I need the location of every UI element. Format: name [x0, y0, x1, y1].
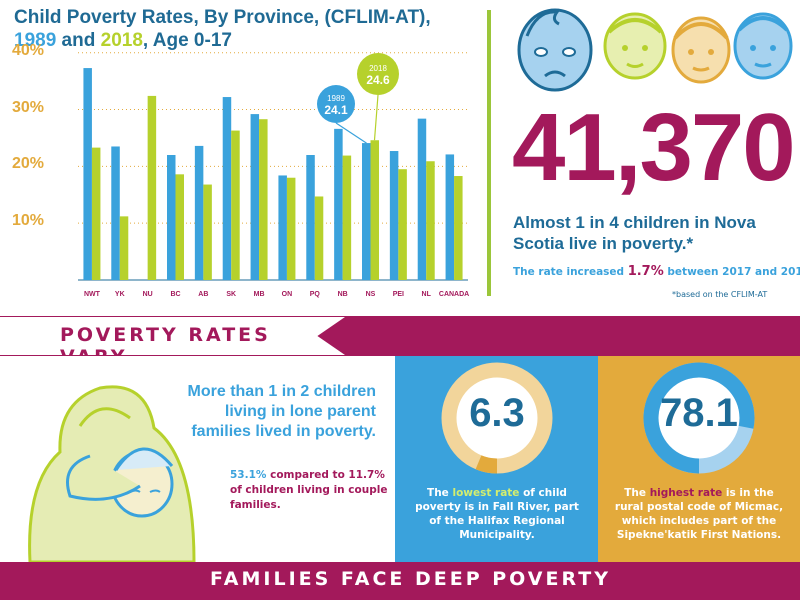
- bar-1989-bc: [167, 155, 176, 280]
- bar-2018-bc: [175, 174, 184, 280]
- highest-rate-panel: 78.1 The highest rate is in the rural po…: [598, 356, 800, 562]
- lowest-rate-arc: [475, 455, 498, 474]
- bar-1989-nwt: [83, 68, 92, 281]
- divider: [487, 10, 491, 296]
- rate-note: The rate increased 1.7% between 2017 and…: [513, 264, 800, 279]
- x-tick-label: BC: [170, 291, 180, 298]
- bar-1989-yk: [111, 146, 120, 280]
- chart-title-year-1989: 1989: [14, 30, 57, 51]
- child-face-icon-2: [603, 12, 667, 80]
- annotation-value: 24.6: [366, 73, 390, 87]
- chart-title-main: Child Poverty Rates, By Province, (CFLIM…: [14, 7, 431, 28]
- lowest-rate-text: The lowest rate of child poverty is in F…: [411, 486, 583, 542]
- lowest-rate-donut: [441, 362, 553, 474]
- chart-title-year-2018: 2018: [100, 30, 143, 51]
- bar-1989-nb: [334, 128, 343, 280]
- section-ribbon: POVERTY RATES VARY: [0, 317, 345, 355]
- bar-1989-on: [278, 175, 287, 280]
- annotation-year: 1989: [327, 94, 345, 103]
- x-tick-label: NL: [422, 291, 432, 298]
- highest-rate-suffix: is in the rural postal code of Micmac, w…: [614, 487, 784, 541]
- bar-2018-mb: [259, 119, 268, 280]
- comparison-text: compared to 11.7% of children living in …: [230, 469, 388, 511]
- chart-title-age: , Age 0-17: [142, 30, 232, 51]
- bar-1989-pq: [306, 155, 315, 280]
- y-tick-label: 30%: [12, 98, 45, 116]
- annotation-bubble: [357, 53, 399, 95]
- bar-1989-nl: [417, 118, 427, 281]
- children-faces-illustration: [517, 8, 793, 92]
- bar-1989-pei: [389, 151, 399, 280]
- annotation-leader: [335, 122, 367, 144]
- x-tick-label: NB: [338, 291, 348, 298]
- x-tick-label: NU: [143, 291, 153, 298]
- x-tick-label: PEI: [393, 291, 404, 298]
- bar-1989-sk: [222, 97, 232, 280]
- lowest-rate-suffix: of child poverty is in Fall River, part …: [415, 487, 579, 541]
- lowest-rate-prefix: The: [427, 487, 453, 499]
- bar-2018-sk: [231, 130, 240, 280]
- x-tick-label: NS: [366, 291, 376, 298]
- bar-1989-mb: [250, 114, 260, 280]
- chart-title-and: and: [56, 30, 101, 51]
- y-tick-label: 10%: [12, 212, 45, 230]
- x-tick-label: NWT: [84, 291, 101, 298]
- bottom-banner-title: FAMILIES FACE DEEP POVERTY: [210, 568, 611, 590]
- x-tick-label: ON: [282, 291, 293, 298]
- bar-2018-on: [286, 177, 296, 280]
- bar-2018-canada: [454, 176, 463, 280]
- child-face-icon-4: [733, 12, 793, 80]
- rate-note-suffix: between 2017 and 2018.: [663, 266, 800, 278]
- bar-chart: NWT YK NU BC AB SK MB ON PQ NB NS PEI NL CANADA198924…: [78, 52, 469, 298]
- bar-1989-canada: [445, 154, 455, 280]
- y-tick-label: 40%: [12, 41, 45, 59]
- bar-2018-nb: [342, 155, 352, 280]
- x-tick-label: YK: [115, 291, 125, 298]
- x-tick-label: MB: [254, 291, 265, 298]
- highest-rate-arc: [643, 362, 755, 474]
- highest-rate-donut: [643, 362, 755, 474]
- bar-1989-ab: [194, 145, 204, 280]
- x-tick-label: SK: [226, 291, 236, 298]
- bar-2018-pq: [314, 196, 324, 280]
- highest-rate-text: The highest rate is in the rural postal …: [610, 486, 788, 542]
- bar-2018-nu: [147, 95, 157, 280]
- bar-1989-ns: [362, 143, 371, 280]
- rate-value: 1.7%: [627, 264, 664, 279]
- x-tick-label: PQ: [310, 291, 321, 298]
- big-number: 41,370: [512, 94, 796, 201]
- bottom-banner: FAMILIES FACE DEEP POVERTY: [0, 562, 800, 600]
- lowest-rate-highlight: lowest rate: [452, 487, 520, 499]
- annotation-bubble: [317, 85, 355, 123]
- x-tick-label: AB: [198, 291, 208, 298]
- child-face-icon-3: [671, 16, 731, 84]
- poverty-statement: Almost 1 in 4 children in Nova Scotia li…: [513, 213, 756, 253]
- y-tick-label: 20%: [12, 155, 45, 173]
- comparison-value: 53.1%: [230, 469, 267, 481]
- lone-parent-statement: More than 1 in 2 children living in lone…: [187, 383, 376, 440]
- annotation-year: 2018: [369, 64, 387, 73]
- section-banner-title: POVERTY RATES VARY: [60, 324, 271, 355]
- x-tick-label: CANADA: [439, 291, 469, 298]
- bar-2018-ab: [203, 184, 212, 280]
- annotation-value: 24.1: [324, 103, 348, 117]
- annotation-leader: [373, 94, 379, 141]
- bar-2018-pei: [398, 169, 407, 280]
- chart-title: Child Poverty Rates, By Province, (CFLIM…: [14, 6, 484, 52]
- rate-note-prefix: The rate increased: [513, 266, 628, 278]
- highest-rate-highlight: highest rate: [649, 487, 723, 499]
- bar-2018-nwt: [91, 147, 101, 280]
- lone-parent-comparison: 53.1% compared to 11.7% of children livi…: [230, 468, 390, 513]
- lowest-rate-value: 6.3: [469, 391, 525, 435]
- footnote: *based on the CFLIM-AT: [672, 290, 768, 299]
- sad-child-face-icon: [517, 8, 593, 92]
- lowest-rate-panel: 6.3 The lowest rate of child poverty is …: [395, 356, 598, 562]
- bar-2018-yk: [119, 216, 129, 280]
- highest-rate-prefix: The: [624, 487, 650, 499]
- parent-hugging-child-illustration: [28, 385, 196, 562]
- bar-2018-ns: [370, 140, 379, 280]
- bar-2018-nl: [426, 161, 435, 280]
- highest-rate-value: 78.1: [660, 391, 738, 435]
